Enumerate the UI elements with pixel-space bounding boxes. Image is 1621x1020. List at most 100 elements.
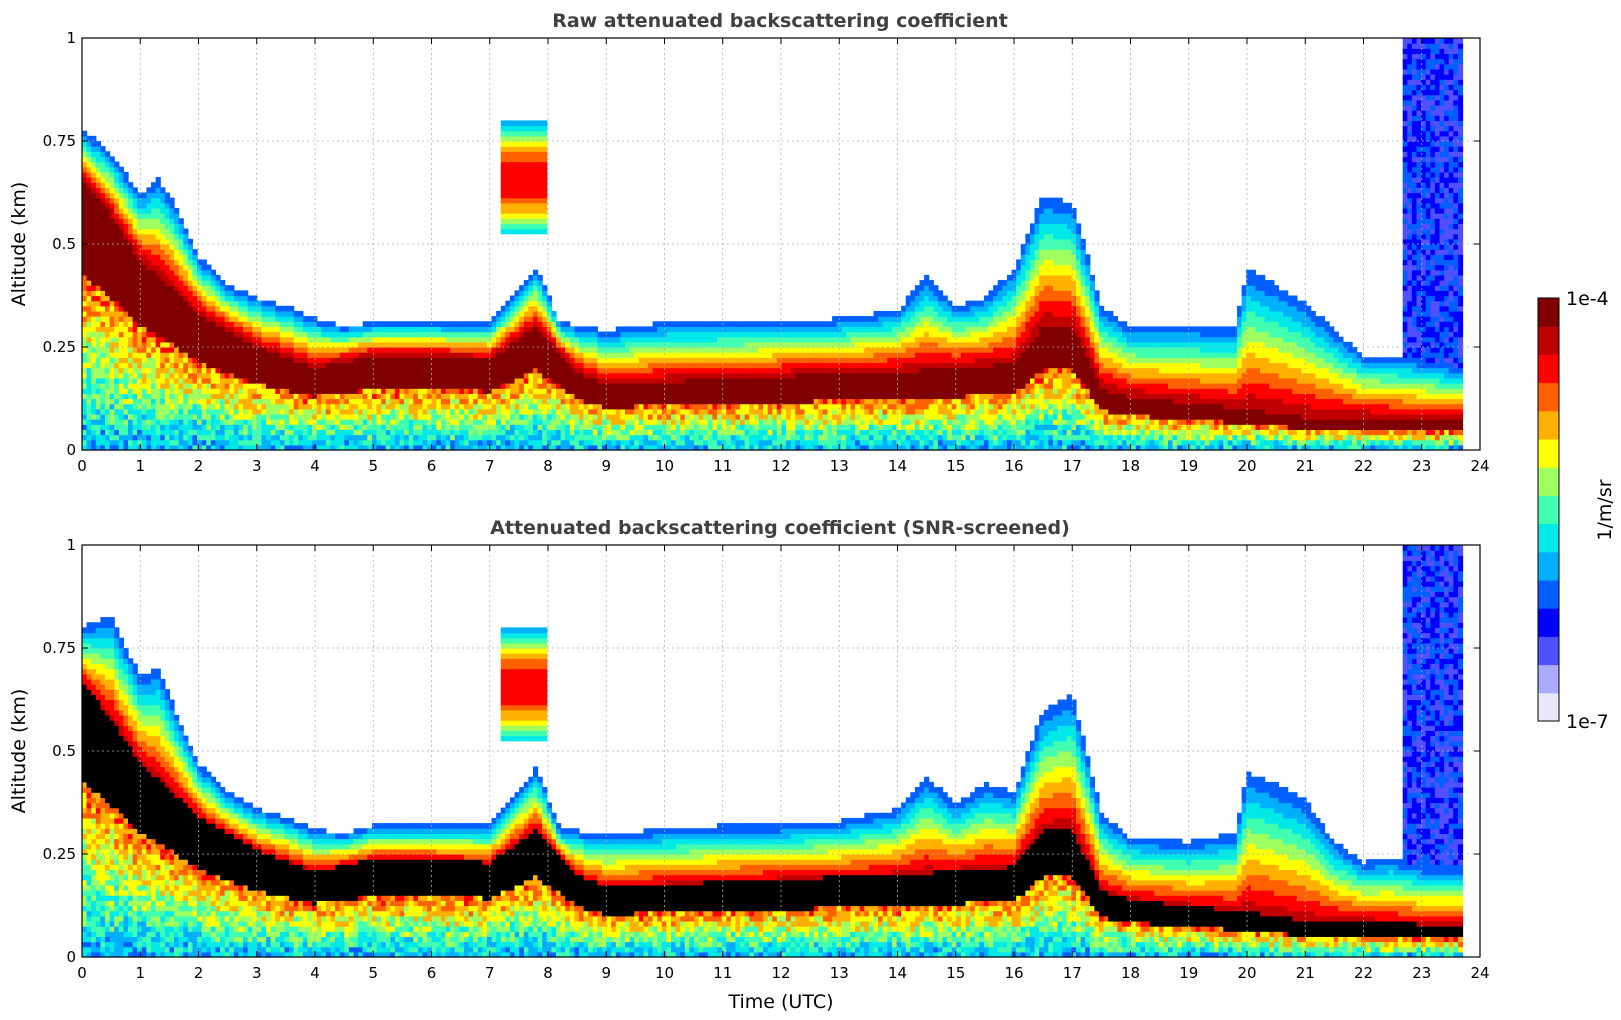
heatmap-cell	[105, 352, 111, 358]
heatmap-cell	[192, 388, 198, 394]
heatmap-cell	[151, 197, 157, 204]
heatmap-cell	[404, 408, 410, 415]
heatmap-cell	[394, 388, 401, 394]
heatmap-cell	[606, 408, 612, 415]
heatmap-cell	[643, 439, 649, 446]
heatmap-cell	[560, 434, 566, 441]
heatmap-cell	[712, 398, 718, 405]
heatmap-cell	[634, 367, 640, 374]
heatmap-cell	[427, 357, 433, 364]
heatmap-cell	[519, 383, 525, 389]
heatmap-cell	[201, 295, 207, 302]
heatmap-cell	[753, 321, 760, 327]
heatmap-cell	[698, 424, 704, 430]
heatmap-cell	[519, 177, 525, 183]
heatmap-cell	[532, 377, 539, 384]
heatmap-cell	[519, 331, 525, 338]
heatmap-cell	[763, 383, 769, 389]
heatmap-cell	[588, 367, 594, 374]
heatmap-cell	[146, 326, 152, 333]
heatmap-cell	[187, 316, 194, 322]
heatmap-cell	[537, 316, 543, 322]
heatmap-cell	[151, 372, 157, 379]
heatmap-cell	[353, 362, 359, 369]
heatmap-cell	[252, 383, 258, 389]
heatmap-cell	[82, 264, 88, 271]
heatmap-cell	[169, 197, 175, 204]
heatmap-cell	[261, 321, 267, 327]
heatmap-cell	[128, 207, 134, 214]
heatmap-cell	[289, 424, 295, 430]
heatmap-cell	[151, 238, 157, 245]
heatmap-cell	[509, 141, 516, 147]
heatmap-cell	[786, 336, 792, 343]
heatmap-cell	[583, 403, 589, 410]
heatmap-cell	[100, 269, 106, 276]
heatmap-cell	[712, 444, 718, 451]
heatmap-cell	[312, 352, 318, 358]
heatmap-cell	[491, 383, 497, 389]
heatmap-cell	[137, 295, 143, 302]
heatmap-cell	[243, 326, 249, 333]
panel-title: Raw attenuated backscattering coefficien…	[552, 10, 1008, 32]
heatmap-cell	[307, 408, 313, 415]
heatmap-cell	[86, 413, 92, 420]
heatmap-cell	[109, 336, 115, 343]
heatmap-cell	[445, 367, 451, 374]
heatmap-cell	[555, 393, 562, 400]
heatmap-cell	[758, 408, 764, 415]
heatmap-cell	[376, 357, 382, 364]
heatmap-cell	[574, 357, 580, 364]
heatmap-cell	[82, 141, 88, 147]
heatmap-cell	[381, 429, 387, 436]
heatmap-cell	[634, 403, 640, 410]
heatmap-cell	[509, 424, 516, 430]
heatmap-cell	[625, 434, 631, 441]
heatmap-cell	[625, 341, 631, 348]
heatmap-cell	[744, 331, 750, 338]
heatmap-cell	[114, 439, 120, 446]
heatmap-cell	[450, 362, 456, 369]
heatmap-cell	[413, 367, 419, 374]
heatmap-cell	[82, 429, 88, 436]
heatmap-cell	[155, 357, 161, 364]
heatmap-cell	[174, 444, 180, 451]
heatmap-cell	[201, 274, 207, 281]
heatmap-cell	[210, 295, 217, 302]
heatmap-cell	[210, 285, 217, 291]
heatmap-cell	[91, 156, 97, 163]
heatmap-cell	[229, 403, 235, 410]
heatmap-cell	[505, 403, 511, 410]
heatmap-cell	[330, 321, 336, 327]
heatmap-cell	[146, 187, 152, 194]
heatmap-cell	[730, 408, 737, 415]
heatmap-cell	[141, 228, 148, 235]
heatmap-cell	[509, 341, 516, 348]
heatmap-cell	[307, 439, 313, 446]
heatmap-cell	[542, 393, 548, 400]
heatmap-cell	[399, 439, 405, 446]
heatmap-cell	[491, 347, 497, 353]
heatmap-cell	[744, 419, 750, 425]
heatmap-cell	[86, 321, 92, 327]
heatmap-cell	[496, 398, 502, 405]
heatmap-cell	[450, 408, 456, 415]
heatmap-cell	[224, 310, 230, 317]
heatmap-cell	[578, 388, 585, 394]
heatmap-cell	[151, 182, 157, 188]
heatmap-cell	[505, 393, 511, 400]
heatmap-cell	[712, 326, 718, 333]
heatmap-cell	[367, 434, 373, 441]
heatmap-cell	[82, 233, 88, 240]
heatmap-cell	[602, 336, 608, 343]
heatmap-cell	[684, 413, 691, 420]
heatmap-cell	[551, 408, 557, 415]
heatmap-cell	[744, 372, 750, 379]
heatmap-cell	[307, 388, 313, 394]
heatmap-cell	[730, 434, 737, 441]
heatmap-cell	[151, 393, 157, 400]
heatmap-cell	[440, 398, 447, 405]
heatmap-cell	[118, 326, 125, 333]
heatmap-cell	[763, 388, 769, 394]
heatmap-cell	[528, 161, 534, 168]
